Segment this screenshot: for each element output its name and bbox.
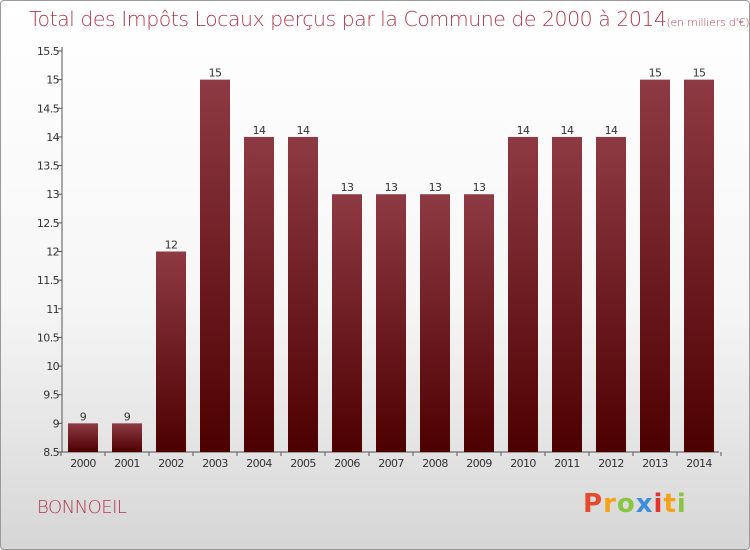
x-tick-label: 2005 [290,457,316,470]
x-tick-label: 2013 [642,457,668,470]
x-tick-label: 2001 [114,457,140,470]
data-label: 15 [209,67,222,80]
data-label: 9 [124,410,131,423]
y-tick-label: 11 [46,303,59,316]
commune-name: BONNOEIL [37,497,127,518]
y-tick-label: 9 [53,417,60,430]
data-label: 15 [693,67,706,80]
y-tick-label: 13.5 [37,160,60,173]
bar [640,79,670,453]
logo-letter: r [603,489,617,519]
bar [288,136,318,452]
x-tick-label: 2003 [202,457,228,470]
chart-title: Total des Impôts Locaux perçus par la Co… [29,7,749,31]
y-tick-label: 9.5 [43,389,59,402]
x-tick-label: 2006 [334,457,360,470]
bar [684,79,714,453]
data-label: 13 [429,181,442,194]
y-tick-label: 13 [46,188,59,201]
x-tick-label: 2009 [466,457,492,470]
bar [332,194,362,452]
x-axis: 2000 2001 2002 2003 2004 2005 2006 2007 2008 2009… [60,451,722,470]
y-tick-label: 12.5 [37,217,60,230]
bar [156,251,186,452]
logo-letter: t [663,489,677,519]
x-tick-label: 2002 [158,457,184,470]
logo-letter: i [653,489,664,519]
chart-title-text: Total des Impôts Locaux perçus par la Co… [29,7,667,31]
bar [376,194,406,452]
bar [464,194,494,452]
bar [420,194,450,452]
bar [244,136,274,452]
x-tick-label: 2014 [686,457,712,470]
logo-letter: o [616,489,636,519]
bar [112,423,142,452]
y-tick-label: 12 [46,246,59,259]
data-label: 14 [517,124,530,137]
data-label: 9 [80,410,87,423]
x-tick-label: 2000 [70,457,96,470]
bars [68,79,714,453]
y-tick-label: 15 [46,74,59,87]
data-label: 14 [297,124,310,137]
bar [200,79,230,453]
data-label: 13 [473,181,486,194]
y-tick-label: 10.5 [37,331,60,344]
data-label: 13 [385,181,398,194]
bar [68,423,98,452]
x-tick-label: 2008 [422,457,448,470]
data-label: 13 [341,181,354,194]
y-axis: 8.5 9 9.5 10 10.5 11 11.5 12 12.5 13 13.5 14 14.5 15 1… [37,45,63,459]
y-tick-label: 10 [46,360,59,373]
bar [596,136,626,452]
logo-letter: x [635,489,654,519]
x-tick-label: 2007 [378,457,404,470]
logo-letter: i [676,489,687,519]
x-tick-label: 2011 [554,457,580,470]
chart-unit-label: (en milliers d'€) [666,16,750,29]
y-tick-label: 14.5 [37,102,60,115]
data-labels: 9 9 12 15 14 14 13 13 13 13 14 14 14 15 15 [80,67,707,424]
proxiti-logo: Proxiti [583,489,687,519]
x-tick-label: 2012 [598,457,624,470]
x-tick-label: 2010 [510,457,536,470]
data-label: 14 [605,124,618,137]
bar [508,136,538,452]
logo-letter: P [583,489,604,519]
data-label: 14 [253,124,266,137]
y-tick-label: 11.5 [37,274,60,287]
data-label: 15 [649,67,662,80]
x-tick-label: 2004 [246,457,272,470]
bar [552,136,582,452]
y-tick-label: 8.5 [43,446,59,459]
data-label: 12 [165,239,178,252]
y-tick-label: 15.5 [37,45,60,58]
y-tick-label: 14 [46,131,59,144]
data-label: 14 [561,124,574,137]
